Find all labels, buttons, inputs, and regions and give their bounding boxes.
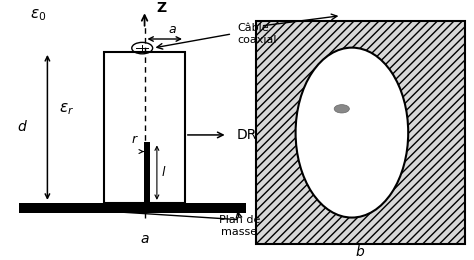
Text: b: b xyxy=(356,245,365,259)
Text: l: l xyxy=(161,166,165,179)
Text: r: r xyxy=(132,133,137,146)
Text: DR: DR xyxy=(237,128,257,142)
Bar xyxy=(19,203,246,213)
Text: r: r xyxy=(376,81,382,95)
Text: a: a xyxy=(364,172,372,186)
Text: Z: Z xyxy=(156,1,166,15)
Text: Plan de
masse: Plan de masse xyxy=(219,215,260,237)
Bar xyxy=(256,21,465,244)
Text: a: a xyxy=(169,23,177,36)
Text: d: d xyxy=(17,120,26,134)
Text: Câble
coaxial: Câble coaxial xyxy=(237,23,276,45)
Circle shape xyxy=(334,105,349,113)
Ellipse shape xyxy=(296,48,408,218)
Text: $\varepsilon_0$: $\varepsilon_0$ xyxy=(30,8,46,23)
Text: a: a xyxy=(140,232,149,246)
Bar xyxy=(104,52,185,203)
Bar xyxy=(144,142,150,203)
Text: $\varepsilon_r$: $\varepsilon_r$ xyxy=(59,101,74,117)
